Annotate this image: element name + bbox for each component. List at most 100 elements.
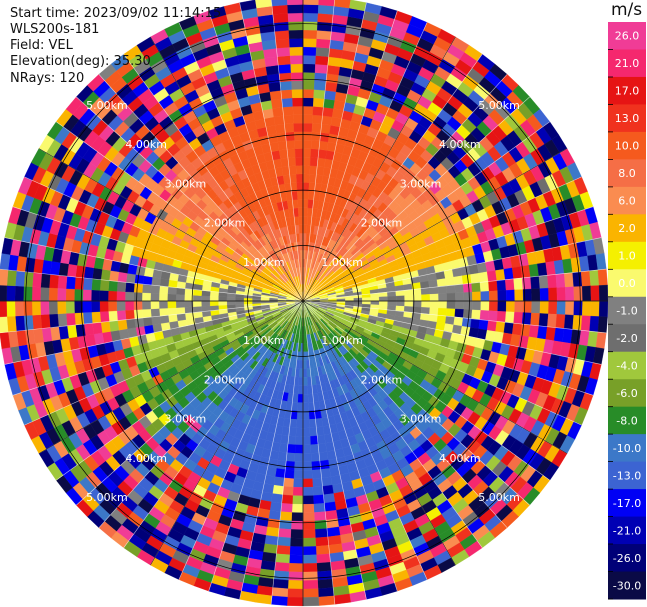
velocity-gate [57,275,68,289]
velocity-gate [57,313,68,327]
velocity-gate [313,80,327,91]
velocity-gate [589,315,600,333]
velocity-gate [420,280,430,289]
velocity-gate [91,289,101,302]
velocity-gate [275,38,290,49]
velocity-gate [272,484,284,495]
velocity-gate [488,290,499,302]
velocity-gate [290,529,304,539]
velocity-gate [302,21,318,31]
velocity-gate [505,278,515,291]
velocity-gate [317,578,334,589]
velocity-gate [133,309,144,319]
velocity-gate [461,274,472,285]
colorbar-tick-label: -26.0 [613,552,641,565]
velocity-gate [404,300,414,307]
velocity-gate [218,296,228,302]
colorbar-tick-label: 26.0 [615,30,640,43]
velocity-gate [0,300,8,318]
velocity-gate [311,460,321,471]
velocity-gate [299,241,304,251]
velocity-gate [294,148,304,158]
velocity-gate [286,444,296,454]
velocity-gate [235,300,244,305]
velocity-gate [292,105,304,116]
velocity-gate [505,300,515,313]
velocity-gate [99,290,109,302]
velocity-gate [320,123,331,134]
velocity-gate [40,273,51,288]
velocity-gate [302,351,307,361]
velocity-gate [91,311,101,324]
velocity-gate [362,297,371,302]
velocity-gate [429,293,439,302]
velocity-gate [297,199,304,209]
velocity-gate [310,140,320,150]
velocity-gate [326,64,341,76]
ray-separator [302,300,607,334]
velocity-gate [311,131,321,142]
velocity-gate [23,315,34,331]
velocity-gate [286,140,296,150]
velocity-gate [302,419,310,429]
velocity-gate [285,131,295,142]
velocity-gate [302,63,316,73]
velocity-gate [109,320,120,332]
velocity-gate [421,300,431,308]
velocity-gate [100,321,111,333]
velocity-gate [300,250,304,259]
velocity-gate [283,114,294,125]
velocity-gate [530,312,541,326]
velocity-gate [302,105,314,116]
velocity-gate [287,12,304,22]
velocity-gate [318,451,329,462]
velocity-gate [124,300,134,311]
colorbar-tick-label: -1.0 [616,305,637,318]
velocity-gate [92,267,103,280]
range-ring-label: 2.00km [361,373,403,386]
velocity-gate [302,114,313,124]
velocity-gate [40,287,50,302]
velocity-gate [49,274,59,289]
velocity-gate [316,38,331,49]
ray-separator [302,300,530,506]
velocity-gate [429,300,439,309]
velocity-gate [6,315,17,333]
velocity-gate [496,279,507,291]
velocity-gate [288,21,304,31]
velocity-gate [538,275,549,289]
velocity-gate [313,503,326,513]
velocity-gate [531,300,541,314]
range-ring-label: 5.00km [478,99,520,112]
velocity-gate [462,283,473,293]
velocity-field [0,0,609,607]
range-ring-label: 5.00km [86,99,128,112]
velocity-gate [313,97,325,108]
velocity-gate [538,313,549,327]
velocity-gate [116,291,126,302]
velocity-gate [503,267,514,280]
velocity-gate [315,47,330,57]
velocity-gate [537,325,548,340]
velocity-gate [438,293,448,302]
velocity-gate [395,300,405,307]
velocity-gate [287,435,297,445]
velocity-gate [302,393,309,403]
velocity-gate [378,296,388,302]
colorbar-tick-label: 10.0 [615,140,640,153]
range-ring-label: 5.00km [86,491,128,504]
ray-separator [302,237,602,302]
velocity-gate [454,284,464,294]
velocity-gate [175,287,186,295]
velocity-gate [505,311,515,324]
velocity-gate [311,469,322,479]
velocity-gate [530,276,541,290]
velocity-gate [590,300,600,317]
velocity-gate [65,300,75,314]
colorbar-tick-label: 8.0 [618,167,636,180]
velocity-gate [295,165,304,175]
velocity-gate [167,300,177,309]
velocity-gate [309,435,319,445]
velocity-gate [91,300,101,313]
